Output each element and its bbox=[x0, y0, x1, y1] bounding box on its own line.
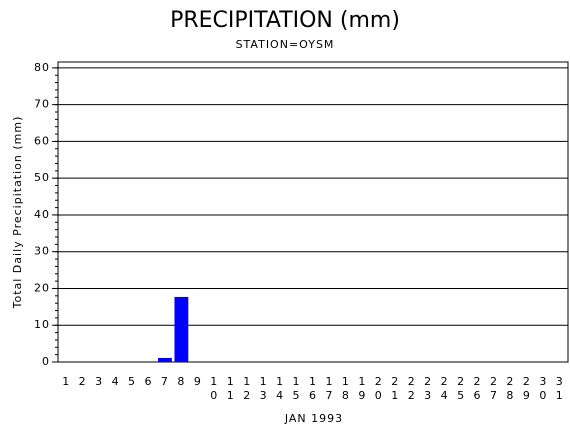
y-tick-label: 50 bbox=[34, 171, 50, 184]
x-tick-label: 2 bbox=[79, 375, 87, 388]
y-tick-label: 30 bbox=[34, 245, 50, 258]
x-tick-label: 1 bbox=[62, 375, 70, 388]
x-tick-label: 6 bbox=[144, 375, 152, 388]
y-tick-label: 20 bbox=[34, 281, 50, 294]
bar bbox=[158, 357, 172, 362]
bar bbox=[174, 296, 189, 362]
y-tick-label: 80 bbox=[34, 61, 50, 74]
x-tick-label: 3 bbox=[95, 375, 103, 388]
chart-subtitle: STATION=OYSM bbox=[236, 38, 335, 51]
y-axis-label: Total Daily Precipitation (mm) bbox=[11, 116, 24, 310]
x-tick-label: 5 bbox=[128, 375, 136, 388]
y-tick-label: 10 bbox=[34, 318, 50, 331]
x-tick-label: 8 bbox=[177, 375, 185, 388]
y-tick-label: 0 bbox=[42, 355, 50, 368]
x-axis-label: JAN 1993 bbox=[284, 412, 343, 425]
x-tick-label: 9 bbox=[194, 375, 202, 388]
y-tick-label: 60 bbox=[34, 134, 50, 147]
y-tick-label: 40 bbox=[34, 208, 50, 221]
chart-title: PRECIPITATION (mm) bbox=[170, 8, 400, 33]
y-tick-label: 70 bbox=[34, 98, 50, 111]
x-tick-label: 4 bbox=[112, 375, 120, 388]
x-tick-label: 7 bbox=[161, 375, 169, 388]
plot-frame bbox=[57, 61, 569, 363]
